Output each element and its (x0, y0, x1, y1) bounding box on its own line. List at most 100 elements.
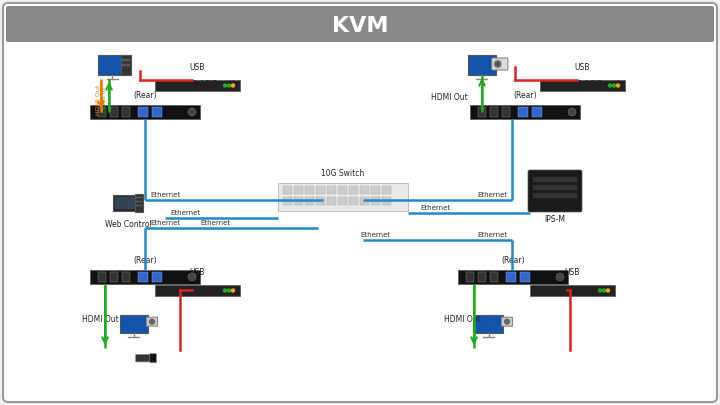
Circle shape (616, 84, 619, 87)
Text: HDMI Out: HDMI Out (431, 94, 468, 102)
Circle shape (223, 84, 227, 87)
FancyBboxPatch shape (502, 107, 510, 117)
Circle shape (188, 108, 196, 116)
FancyBboxPatch shape (506, 272, 516, 282)
Text: HDMI Out: HDMI Out (96, 85, 101, 115)
FancyBboxPatch shape (110, 107, 118, 117)
FancyBboxPatch shape (113, 195, 138, 211)
FancyBboxPatch shape (467, 55, 495, 75)
FancyBboxPatch shape (470, 105, 580, 119)
FancyBboxPatch shape (122, 59, 130, 61)
FancyBboxPatch shape (121, 55, 131, 75)
Circle shape (232, 84, 235, 87)
FancyBboxPatch shape (466, 272, 474, 282)
Text: Ethernet: Ethernet (420, 205, 450, 211)
Circle shape (228, 84, 230, 87)
Circle shape (608, 84, 611, 87)
FancyBboxPatch shape (122, 272, 130, 282)
Text: Ethernet: Ethernet (477, 232, 507, 238)
FancyBboxPatch shape (327, 186, 336, 194)
Text: HDMI Out: HDMI Out (81, 315, 118, 324)
FancyBboxPatch shape (360, 197, 369, 205)
Circle shape (150, 319, 154, 324)
FancyBboxPatch shape (382, 186, 391, 194)
Circle shape (223, 289, 227, 292)
FancyBboxPatch shape (371, 186, 380, 194)
FancyBboxPatch shape (371, 197, 380, 205)
FancyBboxPatch shape (349, 186, 358, 194)
FancyBboxPatch shape (316, 186, 325, 194)
FancyBboxPatch shape (382, 197, 391, 205)
FancyBboxPatch shape (533, 193, 577, 198)
FancyBboxPatch shape (490, 272, 498, 282)
Circle shape (495, 62, 500, 66)
FancyBboxPatch shape (90, 105, 200, 119)
FancyBboxPatch shape (458, 270, 568, 284)
FancyBboxPatch shape (6, 6, 714, 42)
Text: USB: USB (189, 268, 204, 277)
FancyBboxPatch shape (518, 107, 528, 117)
FancyBboxPatch shape (533, 185, 577, 190)
FancyBboxPatch shape (490, 107, 498, 117)
FancyBboxPatch shape (540, 80, 625, 91)
Circle shape (505, 319, 510, 324)
Text: KVM: KVM (332, 16, 388, 36)
FancyBboxPatch shape (492, 58, 508, 70)
Text: HDMI In: HDMI In (102, 87, 107, 112)
FancyBboxPatch shape (135, 194, 143, 212)
FancyBboxPatch shape (338, 186, 347, 194)
Circle shape (613, 84, 616, 87)
FancyBboxPatch shape (533, 177, 577, 182)
Text: Ethernet: Ethernet (477, 192, 507, 198)
FancyBboxPatch shape (528, 170, 582, 212)
Text: IPS-AC(Front): IPS-AC(Front) (185, 286, 235, 294)
FancyBboxPatch shape (155, 80, 240, 91)
Circle shape (603, 289, 606, 292)
Text: Ethernet: Ethernet (150, 220, 180, 226)
Text: IPS-AC(Front): IPS-AC(Front) (560, 286, 610, 294)
Text: IPS-AC(Front): IPS-AC(Front) (570, 81, 620, 90)
FancyBboxPatch shape (305, 197, 314, 205)
Text: Ethernet: Ethernet (200, 220, 230, 226)
FancyBboxPatch shape (294, 197, 303, 205)
FancyBboxPatch shape (360, 186, 369, 194)
FancyBboxPatch shape (502, 317, 513, 326)
Circle shape (232, 289, 235, 292)
Circle shape (188, 273, 196, 281)
Circle shape (556, 273, 564, 281)
Text: Ethernet: Ethernet (170, 210, 200, 216)
FancyBboxPatch shape (90, 270, 200, 284)
Text: (Rear): (Rear) (513, 91, 537, 100)
FancyBboxPatch shape (349, 197, 358, 205)
FancyBboxPatch shape (338, 197, 347, 205)
Text: HDMI Out: HDMI Out (444, 315, 480, 324)
FancyBboxPatch shape (532, 107, 542, 117)
Circle shape (598, 289, 601, 292)
FancyBboxPatch shape (530, 285, 615, 296)
Text: USB: USB (189, 63, 204, 72)
FancyBboxPatch shape (283, 197, 292, 205)
FancyBboxPatch shape (122, 107, 130, 117)
Circle shape (606, 289, 610, 292)
FancyBboxPatch shape (150, 354, 156, 363)
Text: Ethernet: Ethernet (150, 192, 180, 198)
Circle shape (494, 60, 501, 68)
FancyBboxPatch shape (3, 3, 717, 402)
FancyBboxPatch shape (478, 272, 486, 282)
Text: Ethernet: Ethernet (360, 232, 390, 238)
FancyBboxPatch shape (135, 354, 154, 362)
Text: Web Control: Web Control (104, 220, 151, 229)
FancyBboxPatch shape (478, 107, 486, 117)
Circle shape (228, 289, 230, 292)
FancyBboxPatch shape (155, 285, 240, 296)
FancyBboxPatch shape (98, 55, 126, 75)
FancyBboxPatch shape (294, 186, 303, 194)
FancyBboxPatch shape (146, 317, 158, 326)
FancyBboxPatch shape (135, 196, 142, 198)
FancyBboxPatch shape (305, 186, 314, 194)
FancyBboxPatch shape (110, 272, 118, 282)
FancyBboxPatch shape (152, 272, 162, 282)
FancyBboxPatch shape (278, 183, 408, 211)
FancyBboxPatch shape (152, 107, 162, 117)
FancyBboxPatch shape (135, 205, 142, 206)
